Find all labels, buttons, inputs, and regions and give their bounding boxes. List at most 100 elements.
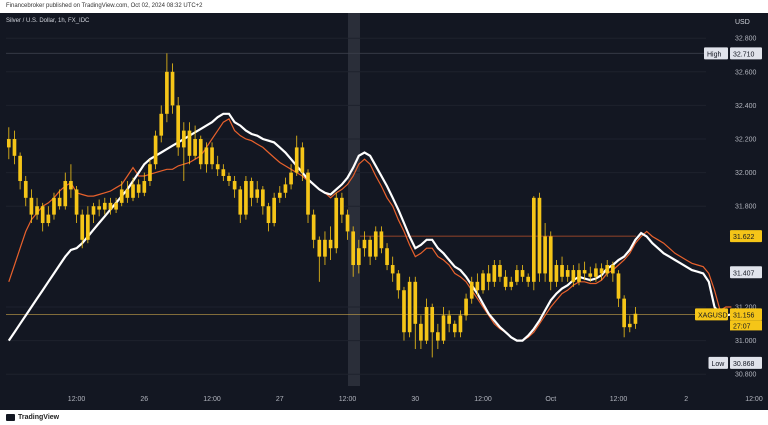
candle[interactable] — [69, 164, 73, 198]
candle[interactable] — [385, 243, 389, 271]
candle[interactable] — [210, 142, 214, 170]
candle[interactable] — [176, 97, 181, 156]
candle[interactable] — [605, 259, 610, 277]
candle[interactable] — [57, 189, 62, 210]
candle[interactable] — [244, 175, 248, 220]
candle[interactable] — [328, 226, 333, 260]
candle[interactable] — [390, 256, 395, 282]
candle[interactable] — [452, 320, 457, 338]
candle[interactable] — [91, 202, 96, 224]
candle[interactable] — [464, 293, 468, 321]
candle[interactable] — [153, 130, 158, 170]
candle[interactable] — [560, 256, 564, 282]
candle[interactable] — [306, 169, 310, 224]
candle[interactable] — [481, 270, 485, 294]
candle[interactable] — [622, 295, 626, 338]
candle[interactable] — [261, 186, 265, 215]
candle[interactable] — [458, 310, 463, 338]
candle[interactable] — [52, 192, 56, 220]
candle[interactable] — [577, 263, 581, 286]
candle[interactable] — [6, 127, 11, 160]
candle[interactable] — [238, 186, 243, 224]
candle[interactable] — [23, 175, 28, 207]
candle[interactable] — [198, 135, 203, 170]
candle[interactable] — [18, 152, 22, 190]
candle[interactable] — [114, 197, 118, 213]
candle[interactable] — [469, 276, 474, 304]
candle[interactable] — [193, 125, 197, 160]
candle[interactable] — [142, 172, 147, 197]
candle[interactable] — [159, 105, 164, 143]
candle[interactable] — [503, 270, 508, 291]
candle[interactable] — [272, 192, 276, 227]
candlestick-chart[interactable]: 32.800 32.600 32.400 32.200 32.000 31.800 31.2… — [0, 13, 768, 410]
candle[interactable] — [74, 186, 79, 224]
candle[interactable] — [125, 181, 130, 203]
candle[interactable] — [582, 261, 587, 281]
candle[interactable] — [419, 315, 423, 350]
candle[interactable] — [80, 209, 85, 249]
candle[interactable] — [486, 265, 491, 291]
chart-panel[interactable] — [0, 13, 768, 410]
candle[interactable] — [187, 122, 192, 165]
candle[interactable] — [548, 231, 553, 291]
candle[interactable] — [40, 202, 45, 232]
candle[interactable] — [407, 276, 412, 338]
candle[interactable] — [97, 199, 101, 217]
candle[interactable] — [63, 172, 68, 210]
candle[interactable] — [441, 307, 446, 344]
candle[interactable] — [255, 181, 260, 203]
candle[interactable] — [362, 231, 367, 257]
candle[interactable] — [165, 53, 169, 123]
candle[interactable] — [266, 202, 271, 232]
candle[interactable] — [102, 197, 107, 215]
candle[interactable] — [35, 197, 39, 220]
candle[interactable] — [300, 142, 305, 182]
candle[interactable] — [520, 265, 525, 282]
candle[interactable] — [351, 226, 356, 277]
candle[interactable] — [424, 298, 429, 344]
candle[interactable] — [232, 175, 237, 198]
candle[interactable] — [447, 310, 451, 333]
candle[interactable] — [599, 263, 604, 281]
candle[interactable] — [29, 189, 34, 224]
candle[interactable] — [283, 177, 288, 198]
candle[interactable] — [356, 239, 361, 274]
candle[interactable] — [571, 265, 576, 287]
candle[interactable] — [311, 209, 316, 249]
candle[interactable] — [215, 155, 220, 176]
candle[interactable] — [436, 323, 440, 350]
candle[interactable] — [531, 196, 536, 291]
candle[interactable] — [594, 263, 598, 282]
candle[interactable] — [294, 135, 299, 176]
candle[interactable] — [181, 122, 186, 182]
candle[interactable] — [46, 206, 51, 227]
candle[interactable] — [221, 164, 226, 182]
candle[interactable] — [108, 197, 113, 215]
candle[interactable] — [170, 63, 175, 114]
candle[interactable] — [498, 259, 502, 282]
candle[interactable] — [396, 270, 401, 299]
candle[interactable] — [249, 177, 254, 207]
candle[interactable] — [227, 172, 231, 187]
candle[interactable] — [12, 130, 17, 165]
candle[interactable] — [627, 315, 632, 333]
candle[interactable] — [136, 179, 141, 198]
candle[interactable] — [119, 181, 124, 207]
candle[interactable] — [131, 177, 135, 202]
candle[interactable] — [543, 223, 547, 282]
candle[interactable] — [611, 261, 615, 282]
candle[interactable] — [373, 226, 378, 260]
candle[interactable] — [492, 259, 497, 287]
candle[interactable] — [379, 226, 384, 254]
candle[interactable] — [616, 270, 621, 308]
candle[interactable] — [515, 265, 519, 286]
candle[interactable] — [413, 276, 418, 350]
candle[interactable] — [554, 259, 559, 287]
candle[interactable] — [148, 159, 152, 187]
candle[interactable] — [345, 209, 350, 240]
candle[interactable] — [565, 265, 570, 282]
candle[interactable] — [289, 164, 293, 190]
candle[interactable] — [317, 236, 322, 282]
candle[interactable] — [204, 142, 209, 173]
